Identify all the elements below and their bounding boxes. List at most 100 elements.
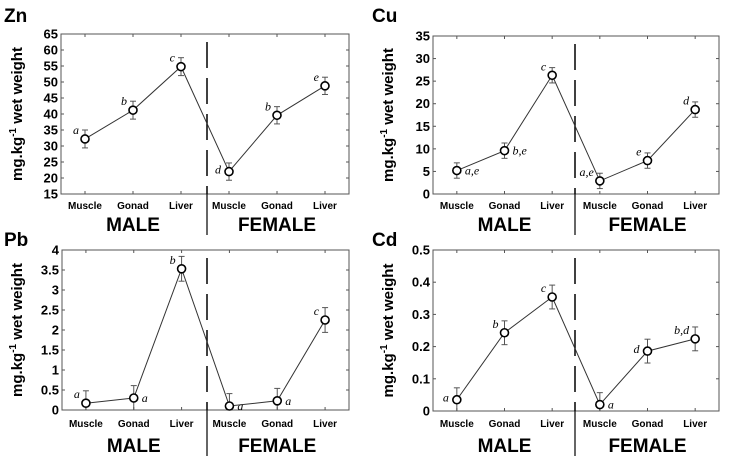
data-point <box>80 134 90 144</box>
data-point <box>224 401 235 411</box>
x-tick-label: Liver <box>313 201 337 212</box>
group-label-female: FEMALE <box>238 215 316 236</box>
data-point <box>272 395 283 406</box>
panel-title: Pb <box>4 230 28 251</box>
x-tick-label: Liver <box>540 419 564 430</box>
y-tick-label: 25 <box>44 155 58 170</box>
data-point <box>690 104 700 115</box>
y-tick-label: 2 <box>52 323 59 338</box>
x-tick-label: Liver <box>683 201 707 212</box>
panel-title: Cu <box>372 6 397 27</box>
significance-letter: c <box>314 304 320 318</box>
y-tick-label: 0.5 <box>41 383 59 398</box>
panel-cd: Cd mg.kg-1 wet weight 0 0.1 0.2 0.3 0.4 0.5 Musc… <box>372 230 720 457</box>
group-label-male: MALE <box>107 436 161 457</box>
x-tick-label: Gonad <box>632 419 664 430</box>
x-tick-label: Gonad <box>489 419 521 430</box>
series-line <box>456 296 696 406</box>
x-tick-label: Liver <box>170 419 194 430</box>
y-tick-label: 60 <box>44 43 58 58</box>
y-tick-label: 0 <box>423 404 430 419</box>
group-label-male: MALE <box>478 215 532 236</box>
x-tick-label: Muscle <box>583 419 617 430</box>
series-line <box>456 74 696 182</box>
significance-letter: a,e <box>580 165 595 179</box>
data-point <box>81 398 91 409</box>
y-tick-label: 35 <box>44 123 58 138</box>
x-tick-label: Muscle <box>440 419 474 430</box>
y-tick-label: 0 <box>423 187 430 202</box>
significance-letter: d <box>683 94 690 108</box>
y-axis-label: mg.kg-1 wet weight <box>379 264 397 398</box>
x-tick-label: Muscle <box>69 419 103 430</box>
plot-frame <box>60 33 350 195</box>
significance-letter: a <box>285 394 291 408</box>
series-line <box>85 267 326 407</box>
x-tick-label: Gonad <box>632 201 664 212</box>
panel-cu: Cu mg.kg-1 wet weight 0 5 10 15 20 25 30 35 Muscle… <box>372 6 720 236</box>
data-point <box>547 70 557 81</box>
significance-letter: a <box>73 123 79 137</box>
x-tick-label: Liver <box>540 201 564 212</box>
data-point <box>128 393 139 403</box>
y-tick-label: 1.5 <box>41 343 59 358</box>
significance-letter: b <box>170 253 176 267</box>
x-tick-label: Muscle <box>68 201 102 212</box>
x-tick-label: Muscle <box>212 201 246 212</box>
plot-frame <box>432 35 720 195</box>
y-tick-label: 20 <box>44 171 58 186</box>
plot-frame <box>432 249 720 412</box>
y-axis-label: mg.kg-1 wet weight <box>8 263 26 397</box>
y-tick-label: 30 <box>416 51 430 66</box>
data-point <box>547 292 557 302</box>
group-label-male: MALE <box>478 436 532 457</box>
y-tick-label: 45 <box>44 91 58 106</box>
y-tick-label: 65 <box>44 27 58 42</box>
y-tick-label: 40 <box>44 107 58 122</box>
y-tick-label: 0.5 <box>412 243 430 258</box>
y-tick-label: 10 <box>416 141 430 156</box>
y-tick-label: 0 <box>52 403 59 418</box>
data-point <box>320 81 330 91</box>
significance-letter: c <box>170 51 176 65</box>
y-tick-label: 50 <box>44 75 58 90</box>
significance-letter: a <box>608 398 614 412</box>
data-point <box>224 166 234 177</box>
y-axis-label: mg.kg-1 wet weight <box>379 48 397 182</box>
significance-letter: c <box>541 281 547 295</box>
x-tick-label: Liver <box>169 201 193 212</box>
significance-letter: a <box>443 391 449 405</box>
significance-letter: b <box>493 317 499 331</box>
x-tick-label: Muscle <box>440 201 474 212</box>
series-line <box>84 65 326 173</box>
y-tick-label: 0.3 <box>412 307 430 322</box>
significance-letter: a <box>237 399 243 413</box>
y-tick-label: 35 <box>416 29 430 44</box>
significance-letter: e <box>314 70 320 84</box>
x-tick-label: Liver <box>313 419 337 430</box>
x-tick-label: Gonad <box>117 201 149 212</box>
data-point <box>452 394 462 405</box>
data-point <box>642 155 653 166</box>
y-tick-label: 3 <box>52 283 59 298</box>
y-tick-label: 0.2 <box>412 339 430 354</box>
significance-letter: b,e <box>513 144 528 158</box>
y-tick-label: 0.1 <box>412 371 430 386</box>
y-axis-label: mg.kg-1 wet weight <box>8 47 26 181</box>
data-point <box>176 263 187 274</box>
y-tick-label: 1 <box>52 363 59 378</box>
significance-letter: a <box>142 391 148 405</box>
data-point <box>499 327 510 338</box>
group-label-male: MALE <box>106 215 160 236</box>
panel-title: Cd <box>372 230 397 251</box>
y-tick-label: 30 <box>44 139 58 154</box>
panel-zn: Zn mg.kg-1 wet weight 15202530354045505560… <box>4 6 350 236</box>
y-tick-label: 20 <box>416 96 430 111</box>
x-tick-label: Gonad <box>261 201 293 212</box>
x-tick-label: Muscle <box>583 201 617 212</box>
data-point <box>320 315 330 325</box>
y-tick-label: 2.5 <box>41 303 59 318</box>
x-tick-label: Gonad <box>118 419 150 430</box>
significance-letter: b <box>121 94 127 108</box>
significance-letter: b,d <box>674 323 690 337</box>
